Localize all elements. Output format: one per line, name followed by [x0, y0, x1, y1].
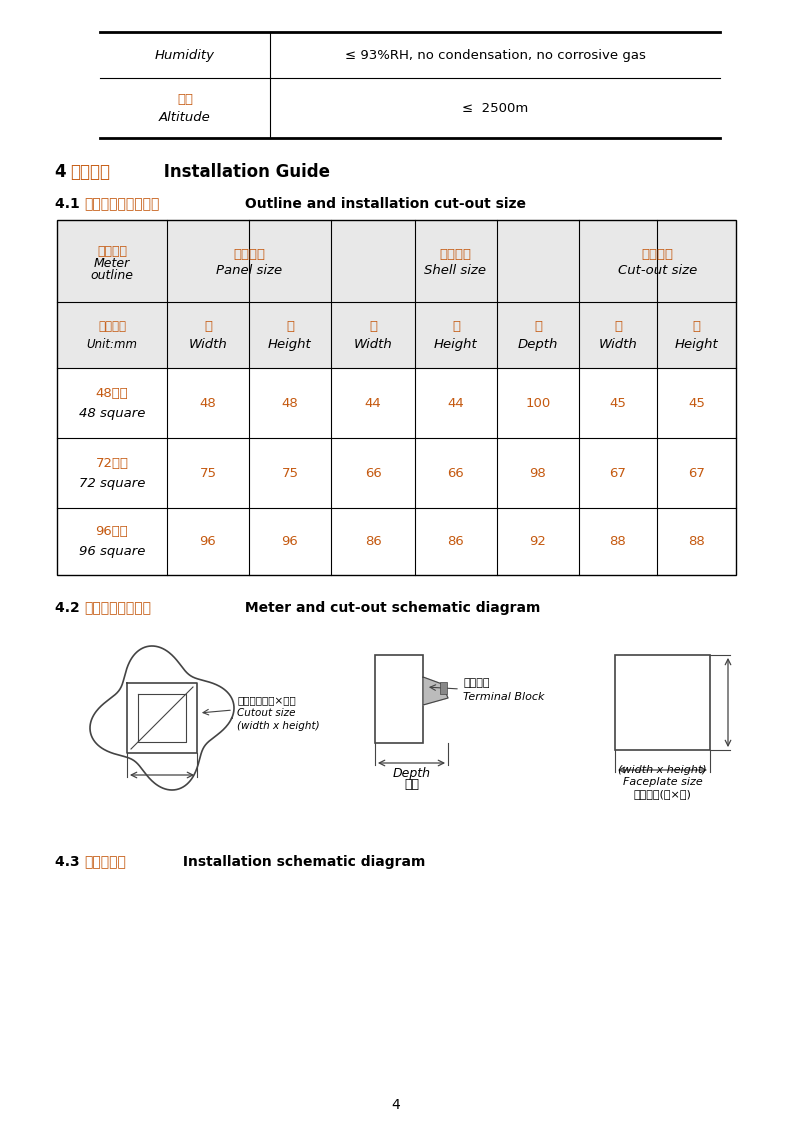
Text: 高: 高	[692, 320, 700, 332]
Text: 86: 86	[447, 535, 465, 548]
Text: Altitude: Altitude	[159, 110, 211, 123]
Text: 4.1: 4.1	[55, 197, 85, 211]
Text: 仪表外形: 仪表外形	[97, 245, 127, 258]
Text: 67: 67	[688, 467, 705, 479]
Text: 单位：㎜: 单位：㎜	[98, 320, 126, 332]
Bar	[57, 220, 736, 302]
Text: outline: outline	[90, 268, 133, 282]
Text: 96 square: 96 square	[79, 545, 145, 558]
Text: Panel size: Panel size	[216, 264, 282, 276]
Text: 宽: 宽	[614, 320, 622, 332]
Text: 96: 96	[200, 535, 216, 548]
Text: 66: 66	[365, 467, 381, 479]
Text: 进深: 进深	[404, 779, 419, 791]
Bar	[375, 655, 423, 743]
Bar	[57, 220, 736, 574]
Text: 98: 98	[530, 467, 546, 479]
Text: 安装示意图: 安装示意图	[84, 855, 126, 870]
Text: 48 square: 48 square	[79, 406, 145, 420]
Text: Terminal Block: Terminal Block	[463, 692, 545, 702]
Text: 96: 96	[282, 535, 298, 548]
Text: Depth: Depth	[393, 766, 431, 780]
Text: ≤ 93%RH, no condensation, no corrosive gas: ≤ 93%RH, no condensation, no corrosive g…	[345, 48, 646, 62]
Text: 4.2: 4.2	[55, 601, 85, 615]
Text: Outline and installation cut-out size: Outline and installation cut-out size	[240, 197, 526, 211]
Text: 100: 100	[526, 396, 550, 410]
Text: 66: 66	[447, 467, 465, 479]
Text: 安装指南: 安装指南	[70, 163, 110, 181]
Text: Installation schematic diagram: Installation schematic diagram	[178, 855, 425, 870]
Text: 接线端子: 接线端子	[463, 678, 489, 688]
Text: 86: 86	[365, 535, 381, 548]
Text: 开孔尺寸: 开孔尺寸	[642, 248, 673, 260]
Text: 92: 92	[530, 535, 546, 548]
Text: 宽: 宽	[369, 320, 377, 332]
Text: 96方形: 96方形	[96, 525, 128, 539]
Text: (width x height): (width x height)	[619, 765, 707, 775]
Text: 44: 44	[365, 396, 381, 410]
Text: 开孔尺寸（宽×高）: 开孔尺寸（宽×高）	[237, 695, 296, 705]
Text: 75: 75	[282, 467, 298, 479]
Text: Height: Height	[675, 338, 718, 350]
Bar	[615, 655, 710, 749]
Text: Width: Width	[189, 338, 228, 350]
Text: 4.3: 4.3	[55, 855, 85, 870]
Text: 72方形: 72方形	[95, 457, 128, 469]
Text: Width: Width	[599, 338, 638, 350]
Text: Width: Width	[354, 338, 393, 350]
Text: (width x height): (width x height)	[237, 721, 320, 732]
Text: Height: Height	[268, 338, 312, 350]
Text: 面板尺寸(宽×高): 面板尺寸(宽×高)	[634, 789, 691, 799]
Text: Humidity: Humidity	[155, 48, 215, 62]
Text: Height: Height	[434, 338, 478, 350]
Polygon shape	[423, 677, 448, 705]
Text: 4: 4	[392, 1098, 400, 1112]
Text: 面板尺寸: 面板尺寸	[233, 248, 265, 260]
Text: 宽: 宽	[204, 320, 212, 332]
Text: 深: 深	[534, 320, 542, 332]
Text: Cutout size: Cutout size	[237, 708, 296, 718]
Text: 仪表及开孔示意图: 仪表及开孔示意图	[84, 601, 151, 615]
Text: Unit:mm: Unit:mm	[86, 338, 137, 350]
Text: 45: 45	[610, 396, 626, 410]
Text: 88: 88	[688, 535, 705, 548]
Text: Faceplate size: Faceplate size	[623, 778, 703, 787]
Text: 高: 高	[286, 320, 294, 332]
Text: 48: 48	[282, 396, 298, 410]
Text: 海拔: 海拔	[177, 92, 193, 105]
Text: ≤  2500m: ≤ 2500m	[462, 101, 528, 114]
Text: 高: 高	[452, 320, 460, 332]
Text: Meter: Meter	[94, 257, 130, 269]
Text: 48方形: 48方形	[96, 386, 128, 399]
Text: 外形及安装开孔尺寸: 外形及安装开孔尺寸	[84, 197, 159, 211]
Text: 壳体尺寸: 壳体尺寸	[439, 248, 471, 260]
Text: 48: 48	[200, 396, 216, 410]
Text: 88: 88	[610, 535, 626, 548]
Bar	[57, 302, 736, 368]
Bar	[440, 682, 447, 695]
Text: 45: 45	[688, 396, 705, 410]
Text: Shell size: Shell size	[424, 264, 486, 276]
Text: 44: 44	[447, 396, 465, 410]
Text: Installation Guide: Installation Guide	[158, 163, 330, 181]
Text: Depth: Depth	[518, 338, 558, 350]
Text: 72 square: 72 square	[79, 477, 145, 489]
Text: Cut-out size: Cut-out size	[618, 264, 697, 276]
Text: 75: 75	[200, 467, 216, 479]
Text: 4: 4	[55, 163, 72, 181]
Text: 67: 67	[610, 467, 626, 479]
Text: Meter and cut-out schematic diagram: Meter and cut-out schematic diagram	[240, 601, 540, 615]
